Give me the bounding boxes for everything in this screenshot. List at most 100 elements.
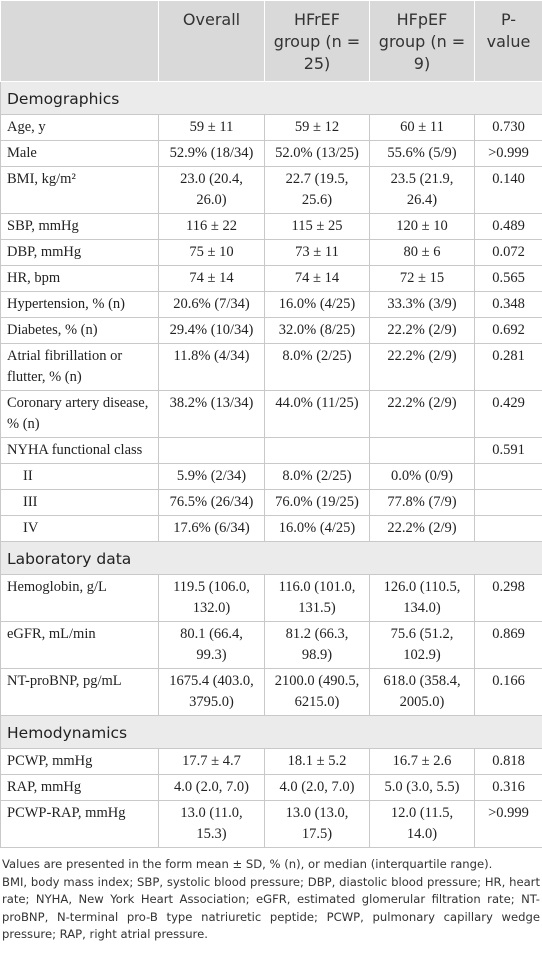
table-cell: 22.2% (2/9) [369, 343, 475, 391]
table-cell: 22.2% (2/9) [369, 390, 475, 438]
table-cell: 74 ± 14 [158, 265, 265, 292]
row-label: II [0, 463, 159, 490]
table-cell: 20.6% (7/34) [158, 291, 265, 318]
table-row: NYHA functional class 0.591 [0, 437, 542, 464]
section-row: Hemodynamics [0, 715, 542, 749]
table-row: Age, y 59 ± 11 59 ± 12 60 ± 11 0.730 [0, 114, 542, 141]
table-cell: 618.0 (358.4, 2005.0) [369, 668, 475, 716]
table-cell: 76.5% (26/34) [158, 489, 265, 516]
table-row: DBP, mmHg 75 ± 10 73 ± 11 80 ± 6 0.072 [0, 239, 542, 266]
table-row: NT-proBNP, pg/mL 1675.4 (403.0, 3795.0) 21… [0, 668, 542, 716]
row-label: Hemoglobin, g/L [0, 574, 159, 622]
table-cell: 23.0 (20.4, 26.0) [158, 166, 265, 214]
table-body: Demographics Age, y 59 ± 11 59 ± 12 60 ± 11 0… [0, 81, 542, 848]
table-cell [158, 437, 265, 464]
row-label: III [0, 489, 159, 516]
table-row: Coronary artery disease, % (n) 38.2% (13/… [0, 390, 542, 438]
table-cell: 32.0% (8/25) [264, 317, 370, 344]
row-label: Age, y [0, 114, 159, 141]
table-cell: 0.730 [474, 114, 542, 141]
table-row: PCWP, mmHg 17.7 ± 4.7 18.1 ± 5.2 16.7 ± 2.6… [0, 748, 542, 775]
row-label: BMI, kg/m² [0, 166, 159, 214]
row-label: Coronary artery disease, % (n) [0, 390, 159, 438]
table-row: Diabetes, % (n) 29.4% (10/34) 32.0% (8/25)… [0, 317, 542, 344]
table-cell: 16.0% (4/25) [264, 291, 370, 318]
table-cell: 5.9% (2/34) [158, 463, 265, 490]
table-cell: 0.281 [474, 343, 542, 391]
table-cell: 0.489 [474, 213, 542, 240]
row-label: PCWP-RAP, mmHg [0, 800, 159, 848]
table-cell: 75.6 (51.2, 102.9) [369, 621, 475, 669]
table-cell: 2100.0 (490.5, 6215.0) [264, 668, 370, 716]
table-cell: 119.5 (106.0, 132.0) [158, 574, 265, 622]
table-cell: 0.591 [474, 437, 542, 464]
table-row: III 76.5% (26/34) 76.0% (19/25) 77.8% (7/9) [0, 489, 542, 516]
table-row: BMI, kg/m² 23.0 (20.4, 26.0) 22.7 (19.5, 2… [0, 166, 542, 214]
header-cell: P-value [474, 0, 542, 82]
section-row: Demographics [0, 81, 542, 115]
section-title: Laboratory data [0, 541, 542, 575]
table-cell: 81.2 (66.3, 98.9) [264, 621, 370, 669]
table-cell: 59 ± 11 [158, 114, 265, 141]
table-cell: 8.0% (2/25) [264, 343, 370, 391]
table-cell: 59 ± 12 [264, 114, 370, 141]
table-cell: 120 ± 10 [369, 213, 475, 240]
table-cell: 116.0 (101.0, 131.5) [264, 574, 370, 622]
row-label: RAP, mmHg [0, 774, 159, 801]
section-row: Laboratory data [0, 541, 542, 575]
table-cell: 0.348 [474, 291, 542, 318]
table-cell: 23.5 (21.9, 26.4) [369, 166, 475, 214]
table-row: RAP, mmHg 4.0 (2.0, 7.0) 4.0 (2.0, 7.0) 5.0… [0, 774, 542, 801]
header-cell: Overall [158, 0, 265, 82]
table-cell: >0.999 [474, 140, 542, 167]
table-cell: 13.0 (11.0, 15.3) [158, 800, 265, 848]
header-cell: HFrEF group (n = 25) [264, 0, 370, 82]
header-cell [0, 0, 159, 82]
table-cell: 44.0% (11/25) [264, 390, 370, 438]
data-table: Overall HFrEF group (n = 25) HFpEF group (… [0, 0, 542, 848]
table-cell: 0.869 [474, 621, 542, 669]
table-cell: 55.6% (5/9) [369, 140, 475, 167]
table-row: Hypertension, % (n) 20.6% (7/34) 16.0% (4/… [0, 291, 542, 318]
row-label: eGFR, mL/min [0, 621, 159, 669]
table-cell: 33.3% (3/9) [369, 291, 475, 318]
table-cell: 0.298 [474, 574, 542, 622]
table-cell: 0.166 [474, 668, 542, 716]
table-cell: 0.818 [474, 748, 542, 775]
table-cell: 72 ± 15 [369, 265, 475, 292]
table-cell [474, 463, 542, 490]
table-row: IV 17.6% (6/34) 16.0% (4/25) 22.2% (2/9) [0, 515, 542, 542]
table-cell: 75 ± 10 [158, 239, 265, 266]
table-cell: 17.7 ± 4.7 [158, 748, 265, 775]
table-cell: 5.0 (3.0, 5.5) [369, 774, 475, 801]
footnote: Values are presented in the form mean ± … [0, 848, 542, 944]
table-cell: 74 ± 14 [264, 265, 370, 292]
header-cell: HFpEF group (n = 9) [369, 0, 475, 82]
table-cell: 8.0% (2/25) [264, 463, 370, 490]
table-cell: 0.565 [474, 265, 542, 292]
table-row: PCWP-RAP, mmHg 13.0 (11.0, 15.3) 13.0 (13.… [0, 800, 542, 848]
table-cell: 0.692 [474, 317, 542, 344]
table-cell [369, 437, 475, 464]
table-row: HR, bpm 74 ± 14 74 ± 14 72 ± 15 0.565 [0, 265, 542, 292]
row-label: PCWP, mmHg [0, 748, 159, 775]
table-row: Male 52.9% (18/34) 52.0% (13/25) 55.6% (5/9… [0, 140, 542, 167]
table-cell: 0.072 [474, 239, 542, 266]
table-cell: 17.6% (6/34) [158, 515, 265, 542]
row-label: NYHA functional class [0, 437, 159, 464]
row-label: NT-proBNP, pg/mL [0, 668, 159, 716]
row-label: IV [0, 515, 159, 542]
table-row: eGFR, mL/min 80.1 (66.4, 99.3) 81.2 (66.3,… [0, 621, 542, 669]
row-label: SBP, mmHg [0, 213, 159, 240]
table-cell: 0.316 [474, 774, 542, 801]
table-row: II 5.9% (2/34) 8.0% (2/25) 0.0% (0/9) [0, 463, 542, 490]
table-cell: 60 ± 11 [369, 114, 475, 141]
header-row: Overall HFrEF group (n = 25) HFpEF group (… [0, 0, 542, 82]
table-cell: 4.0 (2.0, 7.0) [264, 774, 370, 801]
table-cell [474, 515, 542, 542]
row-label: Male [0, 140, 159, 167]
table-cell: 22.7 (19.5, 25.6) [264, 166, 370, 214]
section-title: Hemodynamics [0, 715, 542, 749]
table-cell: 38.2% (13/34) [158, 390, 265, 438]
